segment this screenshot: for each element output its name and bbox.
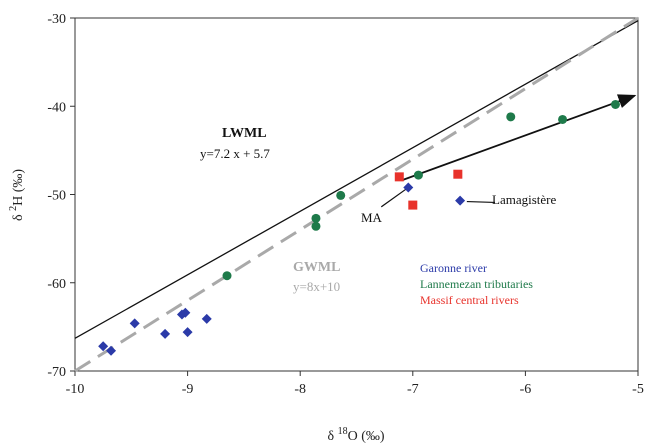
x-tick-label: -6 [520,382,532,397]
lannemezan-tributaries-point [336,190,346,200]
legend-entry-garonne: Garonne river [420,261,487,275]
y-tick-label: -70 [47,365,66,380]
lannemezan-tributaries-point [413,170,423,180]
x-tick-label: -5 [632,382,644,397]
gwml-line [74,16,639,373]
lannemezan-tributaries-point [222,271,232,281]
garonne-river-point [455,195,466,206]
x-tick-label: -9 [182,382,194,397]
gwml-label: GWML [293,260,340,275]
massif-central-rivers-point [394,172,404,182]
y-tick-label: -50 [47,189,66,204]
axis-ticks: -10 -9 -8 -7 -6 -5 -70 -60 -50 -40 -30 [47,12,644,397]
garonne-river-point [180,307,191,318]
lwml-line [74,20,639,339]
trend-arrow-group [380,94,637,208]
lwml-label: LWML [222,126,267,141]
massif-central-rivers-point [453,169,463,179]
trend-arrow [401,94,637,182]
data-points [98,99,620,356]
x-axis-label: δ 18O (‰) [327,426,384,444]
lannemezan-tributaries-point [506,112,516,122]
lannemezan-tributaries-point [610,99,620,109]
annotation-pointer [466,200,496,204]
garonne-river-point [160,328,171,339]
annotation-ma: MA [361,210,383,225]
lannemezan-tributaries-point [311,221,321,231]
massif-central-rivers-point [408,200,418,210]
garonne-river-point [106,345,117,356]
x-tick-label: -7 [407,382,419,397]
lannemezan-tributaries-point [558,114,568,124]
lannemezan-tributaries-point [311,213,321,223]
gwml-equation: y=8x+10 [293,279,340,294]
x-tick-label: -10 [66,382,85,397]
legend-entry-lannemezan: Lannemezan tributaries [420,277,533,291]
garonne-river-point [201,313,212,324]
y-tick-label: -60 [47,277,66,292]
y-axis-label: δ 2H (‰) [8,169,26,221]
garonne-river-point [182,327,193,338]
regression-lines [74,16,639,373]
annotation-pointer [380,187,408,208]
annotation-lamagistere: Lamagistère [492,192,556,207]
garonne-river-point [129,318,140,329]
y-tick-label: -40 [47,100,66,115]
y-tick-label: -30 [47,12,66,27]
garonne-river-point [98,341,109,352]
garonne-river-point [403,182,414,193]
x-tick-label: -8 [294,382,306,397]
lwml-equation: y=7.2 x + 5.7 [200,146,270,161]
legend-entry-massif-central: Massif central rivers [420,293,519,307]
